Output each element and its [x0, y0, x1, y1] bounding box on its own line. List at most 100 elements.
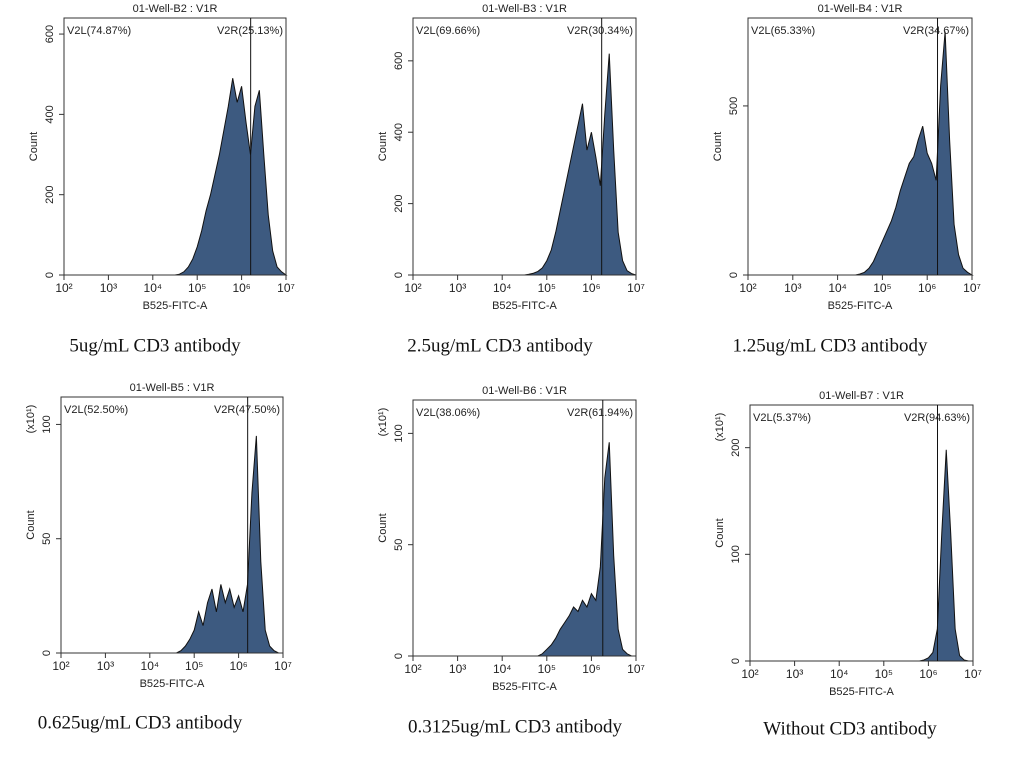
y-multiplier: (x10¹): [377, 408, 389, 437]
x-tick-label: 10²: [741, 667, 758, 681]
y-tick-label: 200: [393, 194, 405, 212]
gate-label: V2L(65.33%): [751, 25, 815, 37]
y-tick-label: 600: [44, 25, 56, 43]
plot-frame: [412, 17, 637, 276]
y-tick-label: 50: [41, 533, 53, 545]
gate-label: V2R(61.94%): [567, 407, 633, 419]
x-axis-label: B525-FITC-A: [492, 681, 557, 693]
x-tick-label: 10⁴: [830, 667, 849, 681]
y-tick-label: 600: [393, 52, 405, 70]
y-tick-label: 400: [44, 105, 56, 123]
x-axis-label: B525-FITC-A: [140, 678, 205, 690]
x-tick-label: 10⁶: [919, 667, 937, 681]
x-tick-label: 10⁶: [582, 281, 600, 295]
x-axis-label: B525-FITC-A: [828, 300, 893, 312]
x-tick-label: 10³: [97, 659, 114, 673]
y-tick-label: 0: [393, 653, 405, 659]
gate-label: V2L(52.50%): [64, 404, 128, 416]
x-tick-label: 10³: [100, 281, 117, 295]
x-tick-label: 10⁴: [144, 281, 163, 295]
x-tick-label: 10⁴: [493, 281, 512, 295]
y-tick-label: 500: [728, 97, 740, 115]
caption: 0.625ug/mL CD3 antibody: [38, 712, 243, 733]
x-tick-label: 10³: [449, 281, 466, 295]
y-tick-label: 400: [393, 123, 405, 141]
x-tick-label: 10⁷: [964, 667, 982, 681]
y-tick-label: 0: [41, 650, 53, 656]
x-tick-label: 10⁷: [627, 281, 645, 295]
x-tick-label: 10⁷: [274, 659, 292, 673]
x-tick-label: 10⁵: [538, 281, 556, 295]
x-tick-label: 10²: [739, 281, 756, 295]
panel-title: 01-Well-B3 : V1R: [482, 3, 567, 15]
x-tick-label: 10⁷: [277, 281, 295, 295]
x-axis-label: B525-FITC-A: [143, 300, 208, 312]
x-tick-label: 10²: [404, 662, 421, 676]
x-tick-label: 10⁶: [232, 281, 250, 295]
gate-label: V2L(5.37%): [753, 412, 811, 424]
y-tick-label: 200: [44, 186, 56, 204]
x-tick-label: 10⁵: [188, 281, 206, 295]
gate-label: V2R(94.63%): [904, 412, 970, 424]
plot-frame: [749, 404, 974, 662]
panel-title: 01-Well-B6 : V1R: [482, 385, 567, 397]
x-tick-label: 10⁷: [627, 662, 645, 676]
histogram: [837, 31, 974, 276]
x-tick-label: 10⁵: [875, 667, 893, 681]
y-tick-label: 100: [393, 424, 405, 442]
y-axis-label: Count: [714, 518, 726, 547]
y-axis-label: Count: [712, 132, 724, 161]
y-axis-label: Count: [28, 132, 40, 161]
y-tick-label: 200: [730, 438, 742, 456]
histogram: [502, 53, 637, 276]
y-axis-label: Count: [25, 510, 37, 539]
caption: 1.25ug/mL CD3 antibody: [732, 335, 928, 356]
x-tick-label: 10³: [449, 662, 466, 676]
y-multiplier: (x10¹): [714, 413, 726, 442]
gate-label: V2L(74.87%): [67, 25, 131, 37]
x-tick-label: 10⁷: [963, 281, 981, 295]
x-tick-label: 10⁴: [493, 662, 512, 676]
panel-title: 01-Well-B2 : V1R: [133, 3, 218, 15]
gate-label: V2R(25.13%): [217, 25, 283, 37]
x-tick-label: 10³: [786, 667, 803, 681]
gate-label: V2R(30.34%): [567, 25, 633, 37]
panel-title: 01-Well-B4 : V1R: [818, 3, 903, 15]
x-tick-label: 10⁴: [828, 281, 847, 295]
caption: 0.3125ug/mL CD3 antibody: [408, 716, 623, 737]
x-tick-label: 10²: [404, 281, 421, 295]
x-tick-label: 10⁵: [538, 662, 556, 676]
histogram: [839, 449, 973, 662]
y-tick-label: 0: [44, 272, 56, 278]
gate-label: V2R(47.50%): [214, 404, 280, 416]
plot-frame: [63, 17, 287, 276]
x-axis-label: B525-FITC-A: [829, 686, 894, 698]
y-tick-label: 0: [393, 272, 405, 278]
y-tick-label: 100: [730, 545, 742, 563]
y-tick-label: 50: [393, 539, 405, 551]
panel-title: 01-Well-B5 : V1R: [130, 382, 215, 394]
x-tick-label: 10²: [52, 659, 69, 673]
histogram: [502, 442, 636, 657]
caption: 2.5ug/mL CD3 antibody: [407, 335, 593, 356]
caption: 5ug/mL CD3 antibody: [69, 335, 241, 356]
x-tick-label: 10³: [784, 281, 801, 295]
plot-frame: [747, 17, 973, 276]
y-axis-label: Count: [377, 132, 389, 161]
plot-frame: [60, 396, 284, 654]
caption: Without CD3 antibody: [763, 718, 937, 739]
x-axis-label: B525-FITC-A: [492, 300, 557, 312]
histogram: [149, 435, 283, 654]
histogram: [152, 78, 288, 276]
gate-label: V2R(34.67%): [903, 25, 969, 37]
x-tick-label: 10⁵: [873, 281, 891, 295]
x-tick-label: 10⁵: [185, 659, 203, 673]
gate-label: V2L(38.06%): [416, 407, 480, 419]
x-tick-label: 10⁶: [918, 281, 936, 295]
x-tick-label: 10⁶: [582, 662, 600, 676]
y-tick-label: 100: [41, 415, 53, 433]
panel-title: 01-Well-B7 : V1R: [819, 390, 904, 402]
x-tick-label: 10⁶: [229, 659, 247, 673]
gate-label: V2L(69.66%): [416, 25, 480, 37]
y-axis-label: Count: [377, 513, 389, 542]
